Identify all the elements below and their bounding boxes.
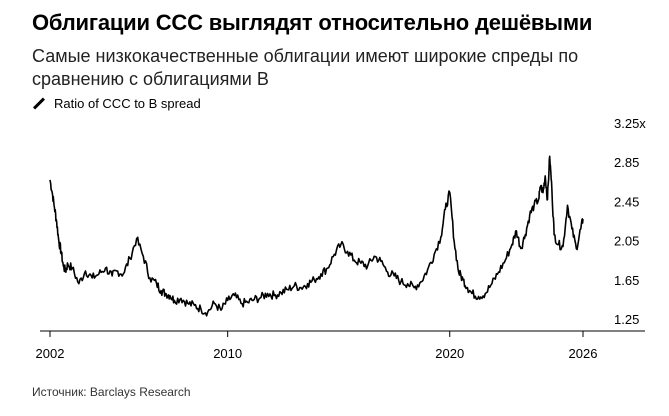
x-tick-label: 2020 bbox=[435, 346, 464, 361]
chart-subtitle: Самые низкокачественные облигации имеют … bbox=[32, 46, 579, 89]
legend: Ratio of CCC to B spread bbox=[32, 96, 201, 111]
series-line-ccc-b-ratio bbox=[49, 155, 584, 317]
y-tick-label: 1.25 bbox=[614, 312, 639, 327]
legend-label: Ratio of CCC to B spread bbox=[54, 96, 201, 111]
y-tick-label: 2.85 bbox=[614, 155, 639, 170]
source-note: Источник: Barclays Research bbox=[32, 385, 191, 399]
y-tick-label: 3.25x bbox=[614, 116, 646, 131]
x-tick-label: 2026 bbox=[569, 346, 598, 361]
y-tick-label: 1.65 bbox=[614, 273, 639, 288]
y-tick-label: 2.05 bbox=[614, 234, 639, 249]
y-tick-label: 2.45 bbox=[614, 194, 639, 209]
chart-title: Облигации CCC выглядят относительно дешё… bbox=[32, 10, 593, 35]
x-tick-label: 2010 bbox=[213, 346, 242, 361]
x-tick-label: 2002 bbox=[36, 346, 65, 361]
